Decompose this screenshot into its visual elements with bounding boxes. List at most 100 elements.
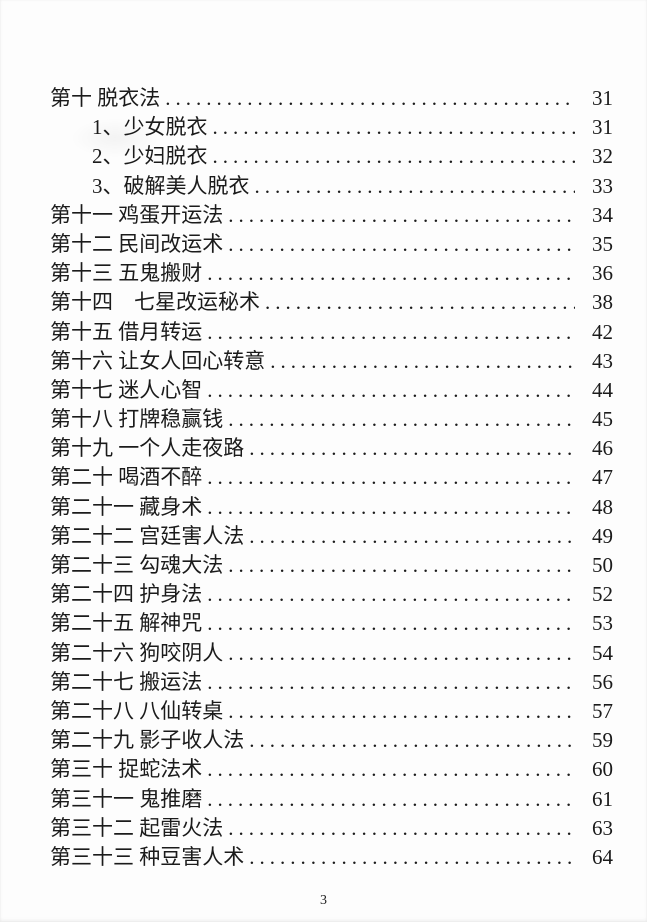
toc-row: 第十八 打牌稳赢钱...............................… bbox=[50, 405, 613, 434]
dot-leader: ........................................… bbox=[207, 261, 575, 286]
toc-row: 第二十二 宫廷害人法..............................… bbox=[50, 522, 613, 551]
toc-row: 第十九 一个人走夜路..............................… bbox=[50, 434, 613, 463]
toc-entry-page-number: 47 bbox=[592, 465, 613, 490]
toc-entry-label: 1、少女脱衣 bbox=[92, 115, 208, 140]
toc-entry-page-number: 45 bbox=[592, 407, 613, 432]
toc-row: 第十六 让女人回心转意.............................… bbox=[50, 347, 613, 376]
toc-row: 第三十 捉蛇法术................................… bbox=[50, 755, 613, 784]
toc-entry-label: 第十四 七星改运秘术 bbox=[50, 290, 260, 315]
toc-row: 第三十二 起雷火法...............................… bbox=[50, 814, 613, 843]
toc-entry-label: 第十一 鸡蛋开运法 bbox=[50, 202, 224, 227]
toc-row: 第十一 鸡蛋开运法...............................… bbox=[50, 201, 613, 230]
table-of-contents: 第十 脱衣法..................................… bbox=[50, 84, 613, 872]
toc-entry-label: 第二十九 影子收人法 bbox=[50, 728, 245, 753]
toc-entry-label: 第三十二 起雷火法 bbox=[50, 815, 224, 840]
toc-entry-label: 第十二 民间改运术 bbox=[50, 231, 224, 256]
toc-entry-label: 第十八 打牌稳赢钱 bbox=[50, 407, 224, 432]
toc-entry-label: 第十六 让女人回心转意 bbox=[50, 348, 266, 373]
dot-leader: ........................................… bbox=[228, 640, 575, 665]
toc-entry-label: 第三十 捉蛇法术 bbox=[50, 757, 203, 782]
dot-leader: ........................................… bbox=[207, 757, 575, 782]
dot-leader: ........................................… bbox=[207, 494, 575, 519]
toc-entry-page-number: 53 bbox=[592, 611, 613, 636]
dot-leader: ........................................… bbox=[165, 86, 575, 110]
toc-entry-page-number: 60 bbox=[592, 757, 613, 782]
toc-entry-page-number: 31 bbox=[592, 115, 613, 140]
toc-entry-label: 第二十一 藏身术 bbox=[50, 494, 203, 519]
dot-leader: ........................................… bbox=[228, 815, 575, 840]
toc-row: 第三十一 鬼推磨................................… bbox=[50, 785, 613, 814]
dot-leader: ........................................… bbox=[254, 173, 576, 198]
toc-entry-page-number: 50 bbox=[592, 553, 613, 577]
toc-entry-label: 第二十七 搬运法 bbox=[50, 669, 203, 694]
toc-entry-page-number: 54 bbox=[592, 640, 613, 665]
toc-entry-page-number: 49 bbox=[592, 523, 613, 548]
toc-entry-label: 第二十三 勾魂大法 bbox=[50, 553, 224, 577]
toc-entry-page-number: 32 bbox=[592, 144, 613, 169]
dot-leader: ........................................… bbox=[212, 115, 576, 140]
toc-entry-page-number: 33 bbox=[592, 173, 613, 198]
footer-page-number: 3 bbox=[320, 893, 327, 908]
toc-entry-page-number: 56 bbox=[592, 669, 613, 694]
toc-entry-label: 2、少妇脱衣 bbox=[92, 144, 208, 169]
dot-leader: ........................................… bbox=[207, 319, 575, 344]
toc-row: 第十七 迷人心智................................… bbox=[50, 376, 613, 405]
toc-entry-page-number: 59 bbox=[592, 728, 613, 753]
toc-row: 第二十五 解神咒................................… bbox=[50, 609, 613, 638]
toc-entry-page-number: 34 bbox=[592, 202, 613, 227]
toc-row: 第二十七 搬运法................................… bbox=[50, 668, 613, 697]
dot-leader: ........................................… bbox=[228, 698, 575, 723]
dot-leader: ........................................… bbox=[270, 348, 575, 373]
toc-row: 第二十一 藏身术................................… bbox=[50, 493, 613, 522]
toc-entry-page-number: 46 bbox=[592, 436, 613, 461]
toc-entry-label: 第二十二 宫廷害人法 bbox=[50, 523, 245, 548]
toc-row: 3、破解美人脱衣................................… bbox=[50, 172, 613, 201]
dot-leader: ........................................… bbox=[249, 523, 575, 548]
dot-leader: ........................................… bbox=[207, 669, 575, 694]
toc-entry-page-number: 35 bbox=[592, 231, 613, 256]
dot-leader: ........................................… bbox=[207, 465, 575, 490]
toc-entry-label: 第十七 迷人心智 bbox=[50, 377, 203, 402]
dot-leader: ........................................… bbox=[228, 202, 575, 227]
dot-leader: ........................................… bbox=[207, 611, 575, 636]
dot-leader: ........................................… bbox=[249, 436, 575, 461]
dot-leader: ........................................… bbox=[249, 728, 575, 753]
toc-row: 第二十四 护身法................................… bbox=[50, 580, 613, 609]
toc-row: 第二十九 影子收人法..............................… bbox=[50, 726, 613, 755]
toc-entry-page-number: 63 bbox=[592, 815, 613, 840]
toc-entry-label: 第十九 一个人走夜路 bbox=[50, 436, 245, 461]
toc-row: 1、少女脱衣..................................… bbox=[50, 113, 613, 142]
toc-entry-page-number: 61 bbox=[592, 786, 613, 811]
toc-row: 第三十三 种豆害人术..............................… bbox=[50, 843, 613, 872]
dot-leader: ........................................… bbox=[265, 290, 575, 315]
dot-leader: ........................................… bbox=[207, 582, 575, 607]
toc-entry-page-number: 44 bbox=[592, 377, 613, 402]
toc-entry-label: 第三十三 种豆害人术 bbox=[50, 844, 245, 869]
dot-leader: ........................................… bbox=[212, 144, 576, 169]
toc-entry-page-number: 64 bbox=[592, 844, 613, 869]
dot-leader: ........................................… bbox=[207, 377, 575, 402]
toc-entry-page-number: 43 bbox=[592, 348, 613, 373]
toc-row: 第二十 喝酒不醉................................… bbox=[50, 463, 613, 492]
toc-entry-page-number: 48 bbox=[592, 494, 613, 519]
dot-leader: ........................................… bbox=[228, 407, 575, 432]
toc-entry-label: 第二十四 护身法 bbox=[50, 582, 203, 607]
toc-row: 第十 脱衣法..................................… bbox=[50, 84, 613, 113]
dot-leader: ........................................… bbox=[207, 786, 575, 811]
toc-entry-label: 第二十六 狗咬阴人 bbox=[50, 640, 224, 665]
toc-entry-label: 第二十八 八仙转桌 bbox=[50, 698, 224, 723]
toc-row: 第二十八 八仙转桌...............................… bbox=[50, 697, 613, 726]
dot-leader: ........................................… bbox=[249, 844, 575, 869]
toc-entry-label: 3、破解美人脱衣 bbox=[92, 173, 250, 198]
dot-leader: ........................................… bbox=[228, 553, 575, 577]
toc-row: 第二十三 勾魂大法...............................… bbox=[50, 551, 613, 580]
toc-entry-page-number: 36 bbox=[592, 261, 613, 286]
toc-row: 第十五 借月转运................................… bbox=[50, 318, 613, 347]
toc-row: 第十四 七星改运秘术..............................… bbox=[50, 288, 613, 317]
toc-entry-label: 第三十一 鬼推磨 bbox=[50, 786, 203, 811]
toc-entry-label: 第二十 喝酒不醉 bbox=[50, 465, 203, 490]
toc-entry-label: 第二十五 解神咒 bbox=[50, 611, 203, 636]
toc-entry-page-number: 38 bbox=[592, 290, 613, 315]
toc-row: 第二十六 狗咬阴人...............................… bbox=[50, 639, 613, 668]
